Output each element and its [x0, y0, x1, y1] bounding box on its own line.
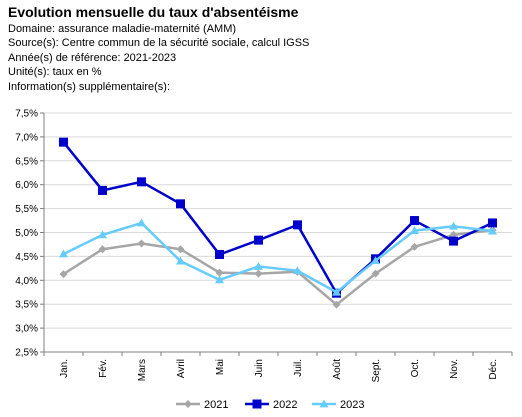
data-point-square	[449, 236, 458, 246]
data-point-triangle	[371, 256, 380, 265]
x-axis-ticks: Jan. Fév. Mars Avril Mai Juin Juil. Août Sept. Oc…	[43, 352, 513, 382]
y-axis-ticks: 2,5% 3,0% 3,5% 4,0% 4,5% 5,0% 5,5% 6,0% 6,5% 7,0%…	[15, 109, 44, 359]
domain-line: Domaine: assurance maladie-maternité (AM…	[8, 23, 237, 35]
x-tick-label: Déc.	[488, 359, 499, 380]
x-tick-label: Fév.	[98, 359, 109, 378]
data-point-triangle	[59, 249, 68, 258]
data-point-triangle	[176, 256, 185, 265]
series-line-2022	[62, 141, 494, 295]
x-tick-label: Sept.	[371, 359, 382, 382]
series-2021	[59, 226, 497, 309]
legend-item-2021: 2021	[176, 399, 228, 411]
chart-header: Evolution mensuelle du taux d'absentéism…	[8, 4, 513, 94]
data-point-triangle	[449, 221, 458, 230]
y-tick-label: 3,5%	[15, 300, 38, 311]
data-point-square	[59, 137, 68, 147]
data-point-square	[293, 220, 302, 230]
unit-line: Unité(s): taux en %	[8, 66, 102, 79]
chart-title: Evolution mensuelle du taux d'absentéism…	[8, 4, 299, 20]
data-point-diamond	[59, 270, 68, 279]
data-point-triangle	[410, 226, 419, 234]
data-point-square	[137, 177, 146, 187]
data-point-triangle	[215, 275, 224, 284]
y-tick-label: 4,0%	[15, 276, 38, 287]
data-point-diamond	[410, 242, 419, 251]
y-tick-label: 7,5%	[15, 109, 38, 120]
data-point-diamond	[98, 245, 107, 254]
data-point-square	[215, 249, 224, 259]
x-tick-label: Jan.	[59, 359, 70, 378]
y-tick-label: 3,0%	[15, 324, 38, 335]
legend-label: 2023	[340, 399, 364, 411]
y-tick-label: 6,5%	[15, 156, 38, 167]
data-point-diamond	[137, 239, 146, 248]
data-point-diamond	[176, 245, 185, 254]
series-layer	[59, 137, 497, 309]
data-point-triangle	[293, 266, 302, 275]
data-point-diamond	[184, 400, 192, 408]
legend-item-2023: 2023	[312, 399, 364, 411]
legend: 2021 2022 2023	[176, 399, 364, 411]
additional-info-line: Information(s) supplémentaire(s):	[8, 80, 171, 93]
data-point-diamond	[332, 300, 341, 309]
x-tick-label: Mars	[137, 359, 148, 381]
y-tick-label: 4,5%	[15, 252, 38, 263]
data-point-diamond	[371, 269, 380, 278]
data-point-square	[254, 235, 263, 245]
x-tick-label: Avril	[176, 359, 187, 378]
series-line-2021	[62, 228, 493, 306]
legend-label: 2022	[273, 399, 297, 411]
data-point-square	[410, 216, 419, 226]
data-point-diamond	[215, 268, 224, 277]
data-point-triangle	[332, 287, 341, 296]
series-2023	[59, 218, 497, 296]
data-point-diamond	[254, 269, 263, 278]
x-tick-label: Oct.	[410, 359, 421, 377]
data-point-triangle	[254, 261, 263, 270]
data-point-square	[98, 185, 107, 195]
series-line-2023	[62, 221, 493, 294]
data-point-triangle	[488, 226, 497, 235]
x-tick-label: Juil.	[293, 359, 304, 377]
x-tick-label: Nov.	[449, 359, 460, 379]
x-tick-label: Août	[332, 359, 343, 380]
x-tick-label: Mai	[215, 359, 226, 375]
y-tick-label: 5,5%	[15, 204, 38, 215]
y-tick-label: 5,0%	[15, 228, 38, 239]
y-tick-label: 2,5%	[15, 348, 38, 359]
series-2022	[59, 137, 497, 298]
data-point-square	[176, 199, 185, 209]
legend-item-2022: 2022	[245, 399, 297, 411]
source-line: Source(s): Centre commun de la sécurité …	[8, 37, 310, 50]
data-point-triangle	[319, 399, 329, 408]
data-point-square	[252, 399, 262, 409]
y-tick-label: 7,0%	[15, 132, 38, 143]
y-tick-label: 6,0%	[15, 180, 38, 191]
legend-label: 2021	[204, 399, 228, 411]
data-point-square	[488, 218, 497, 228]
data-point-triangle	[98, 230, 107, 239]
x-tick-label: Juin	[254, 359, 265, 377]
data-point-triangle	[137, 218, 146, 227]
reference-years-line: Année(s) de référence: 2021-2023	[8, 51, 177, 64]
